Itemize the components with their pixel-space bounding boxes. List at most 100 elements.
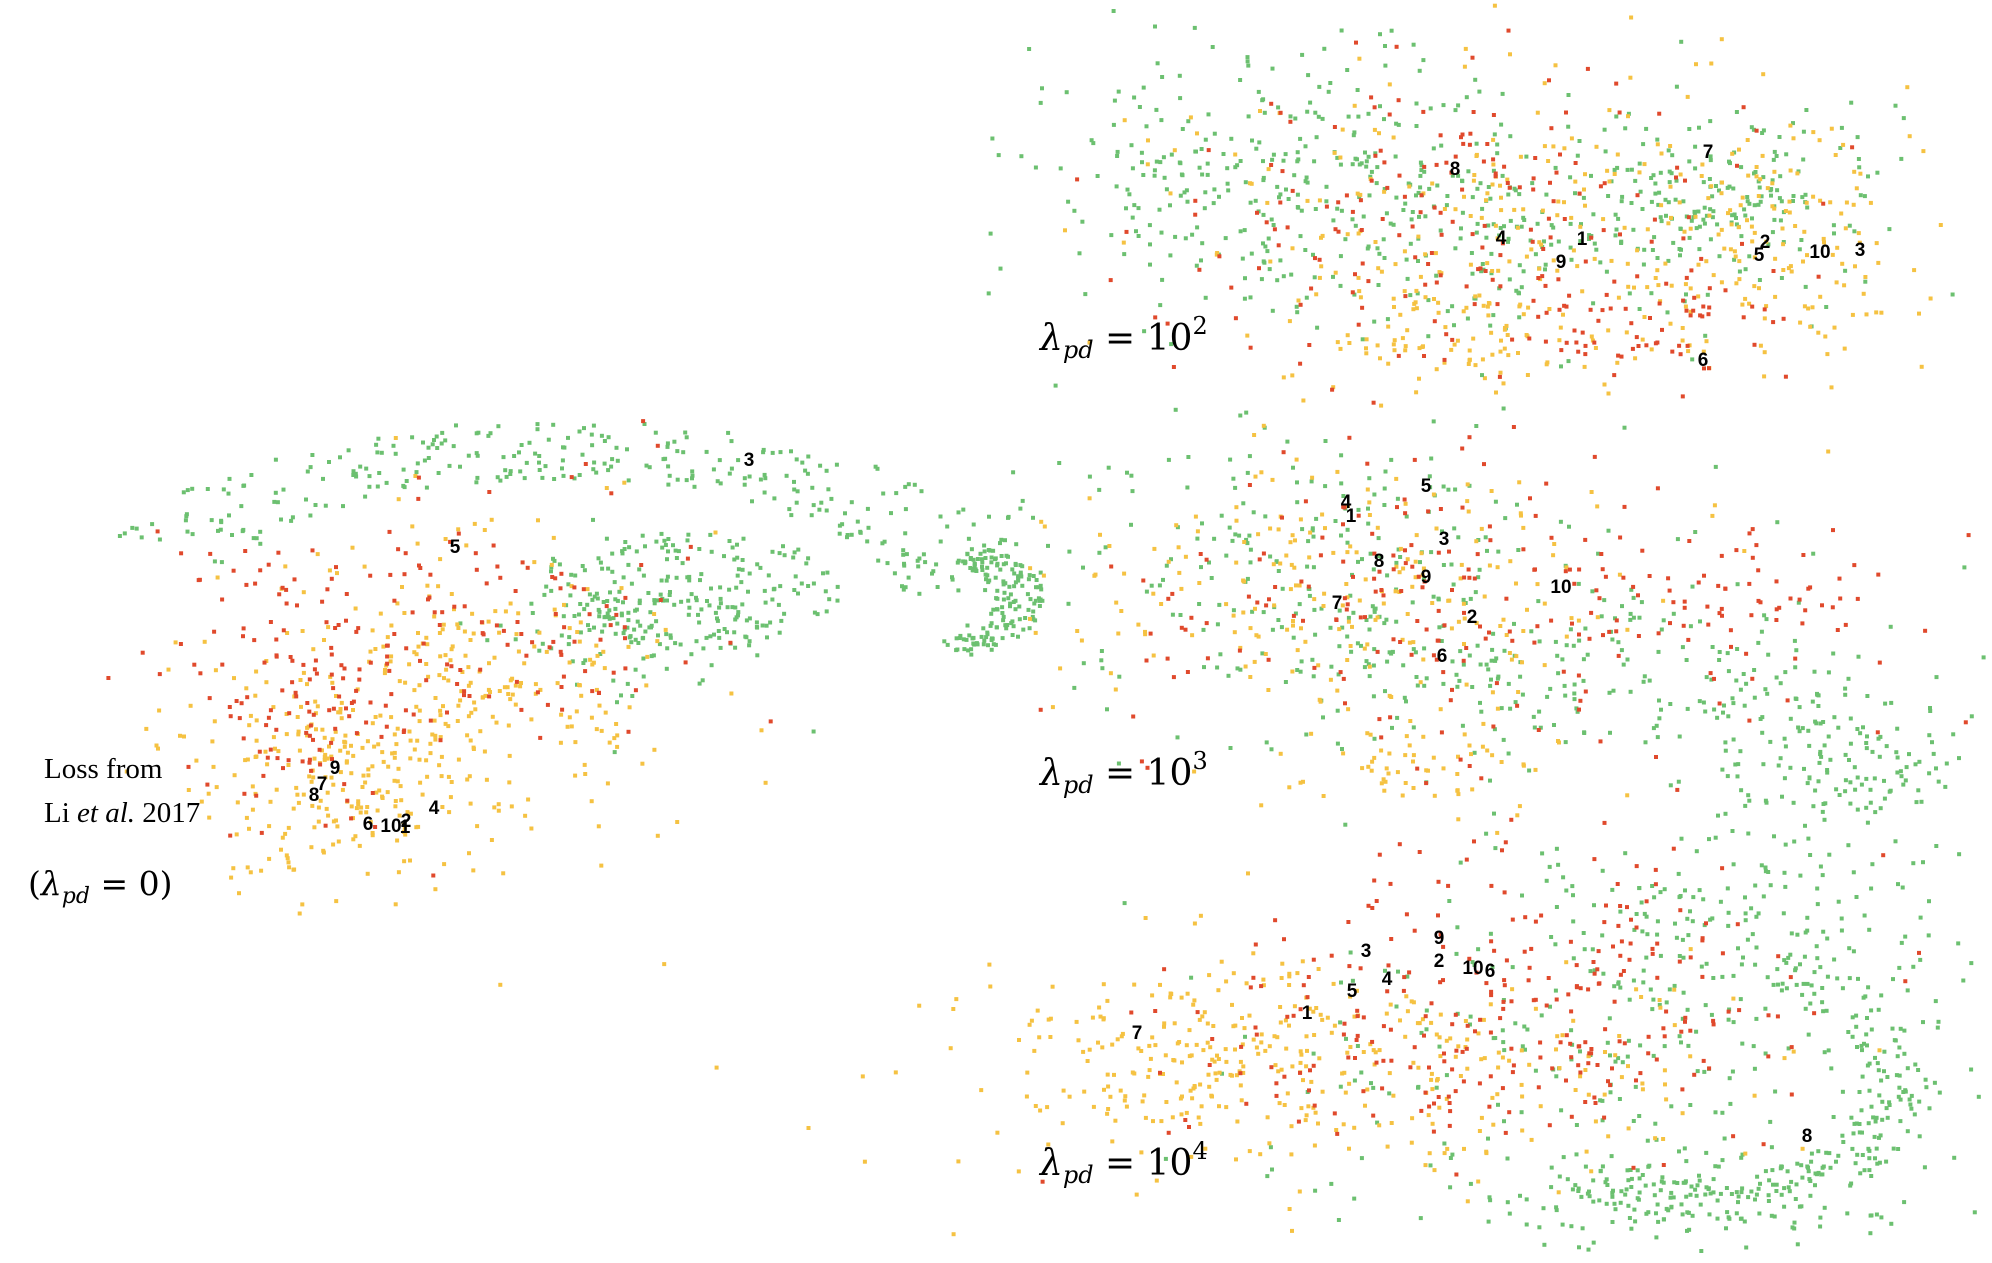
green-point [956,588,961,593]
green-point [1530,181,1535,186]
yellow-point [1416,1065,1421,1070]
yellow-point [338,710,343,715]
red-point [639,563,644,567]
green-point [629,581,634,586]
yellow-point [595,653,600,658]
green-point [1006,515,1010,520]
red-point [1583,343,1588,348]
yellow-point [1455,772,1460,776]
yellow-point [364,810,369,815]
green-point [637,598,642,603]
green-point [715,479,720,484]
yellow-point [1479,215,1484,220]
green-point [994,625,999,630]
green-point [1571,919,1576,924]
red-point [495,564,500,569]
green-point [1931,751,1936,756]
green-point [1780,794,1784,799]
yellow-point [1290,533,1295,538]
yellow-point [1502,346,1507,351]
green-point [1518,674,1523,679]
yellow-point [1317,198,1322,203]
green-point [1651,1053,1656,1058]
green-point [1739,165,1744,170]
green-point [600,629,605,634]
yellow-point [1645,285,1650,290]
yellow-point [1490,690,1495,695]
green-point [1458,860,1463,865]
green-point [921,552,926,557]
green-point [613,597,618,602]
green-point [1782,736,1787,741]
green-point [1321,715,1325,720]
red-point [1359,228,1364,232]
green-point [566,642,571,647]
red-point [728,640,733,645]
yellow-point [468,801,473,806]
green-point [986,291,991,296]
red-point [1372,576,1377,581]
green-point [906,575,911,580]
green-point [1763,869,1768,874]
yellow-point [1278,751,1283,756]
red-point [1548,235,1553,240]
red-point [1438,133,1443,138]
green-point [1659,627,1664,632]
yellow-point [1542,601,1547,606]
green-point [747,571,752,576]
green-point [735,573,740,578]
red-point [1681,298,1686,303]
red-point [1264,603,1269,608]
green-point [1897,1045,1902,1050]
green-point [732,630,737,635]
green-point [1297,602,1302,607]
red-point [1498,253,1503,258]
green-point [338,455,342,460]
yellow-point [1290,246,1295,251]
yellow-point [320,748,324,753]
yellow-point [1150,993,1155,998]
green-point [1720,767,1725,772]
yellow-point [1495,236,1500,241]
red-point [1707,305,1712,310]
green-point [1769,1145,1774,1150]
red-point [1418,210,1423,215]
green-point [1679,1202,1684,1207]
yellow-point [1284,553,1289,558]
red-point [1774,579,1779,584]
green-point [1470,685,1475,689]
green-point [1454,951,1459,956]
yellow-point [1243,664,1248,669]
green-point [975,557,980,561]
yellow-point [1098,1014,1103,1019]
yellow-point [295,715,300,719]
yellow-point [1510,987,1515,992]
yellow-point [1116,631,1121,636]
yellow-point [1292,565,1297,570]
yellow-point [1387,1071,1392,1076]
red-point [1608,306,1613,311]
red-point [1652,217,1657,222]
green-point [1599,614,1604,619]
green-point [1066,199,1071,204]
yellow-point [396,870,401,875]
green-point [641,674,646,679]
red-point [1373,589,1378,594]
green-point [889,511,893,516]
green-point [1220,1071,1224,1076]
yellow-point [1462,642,1466,646]
green-point [1352,1078,1357,1083]
green-point [668,635,673,640]
yellow-point [1154,1178,1159,1183]
yellow-point [1279,976,1284,980]
green-point [778,450,783,455]
yellow-point [1606,328,1611,333]
red-point [474,567,479,572]
green-point [1619,239,1624,244]
yellow-point [1431,492,1436,497]
green-point [1740,1152,1745,1157]
green-point [1009,621,1014,626]
yellow-point [340,787,345,792]
yellow-point [194,758,199,763]
red-point [626,729,631,734]
